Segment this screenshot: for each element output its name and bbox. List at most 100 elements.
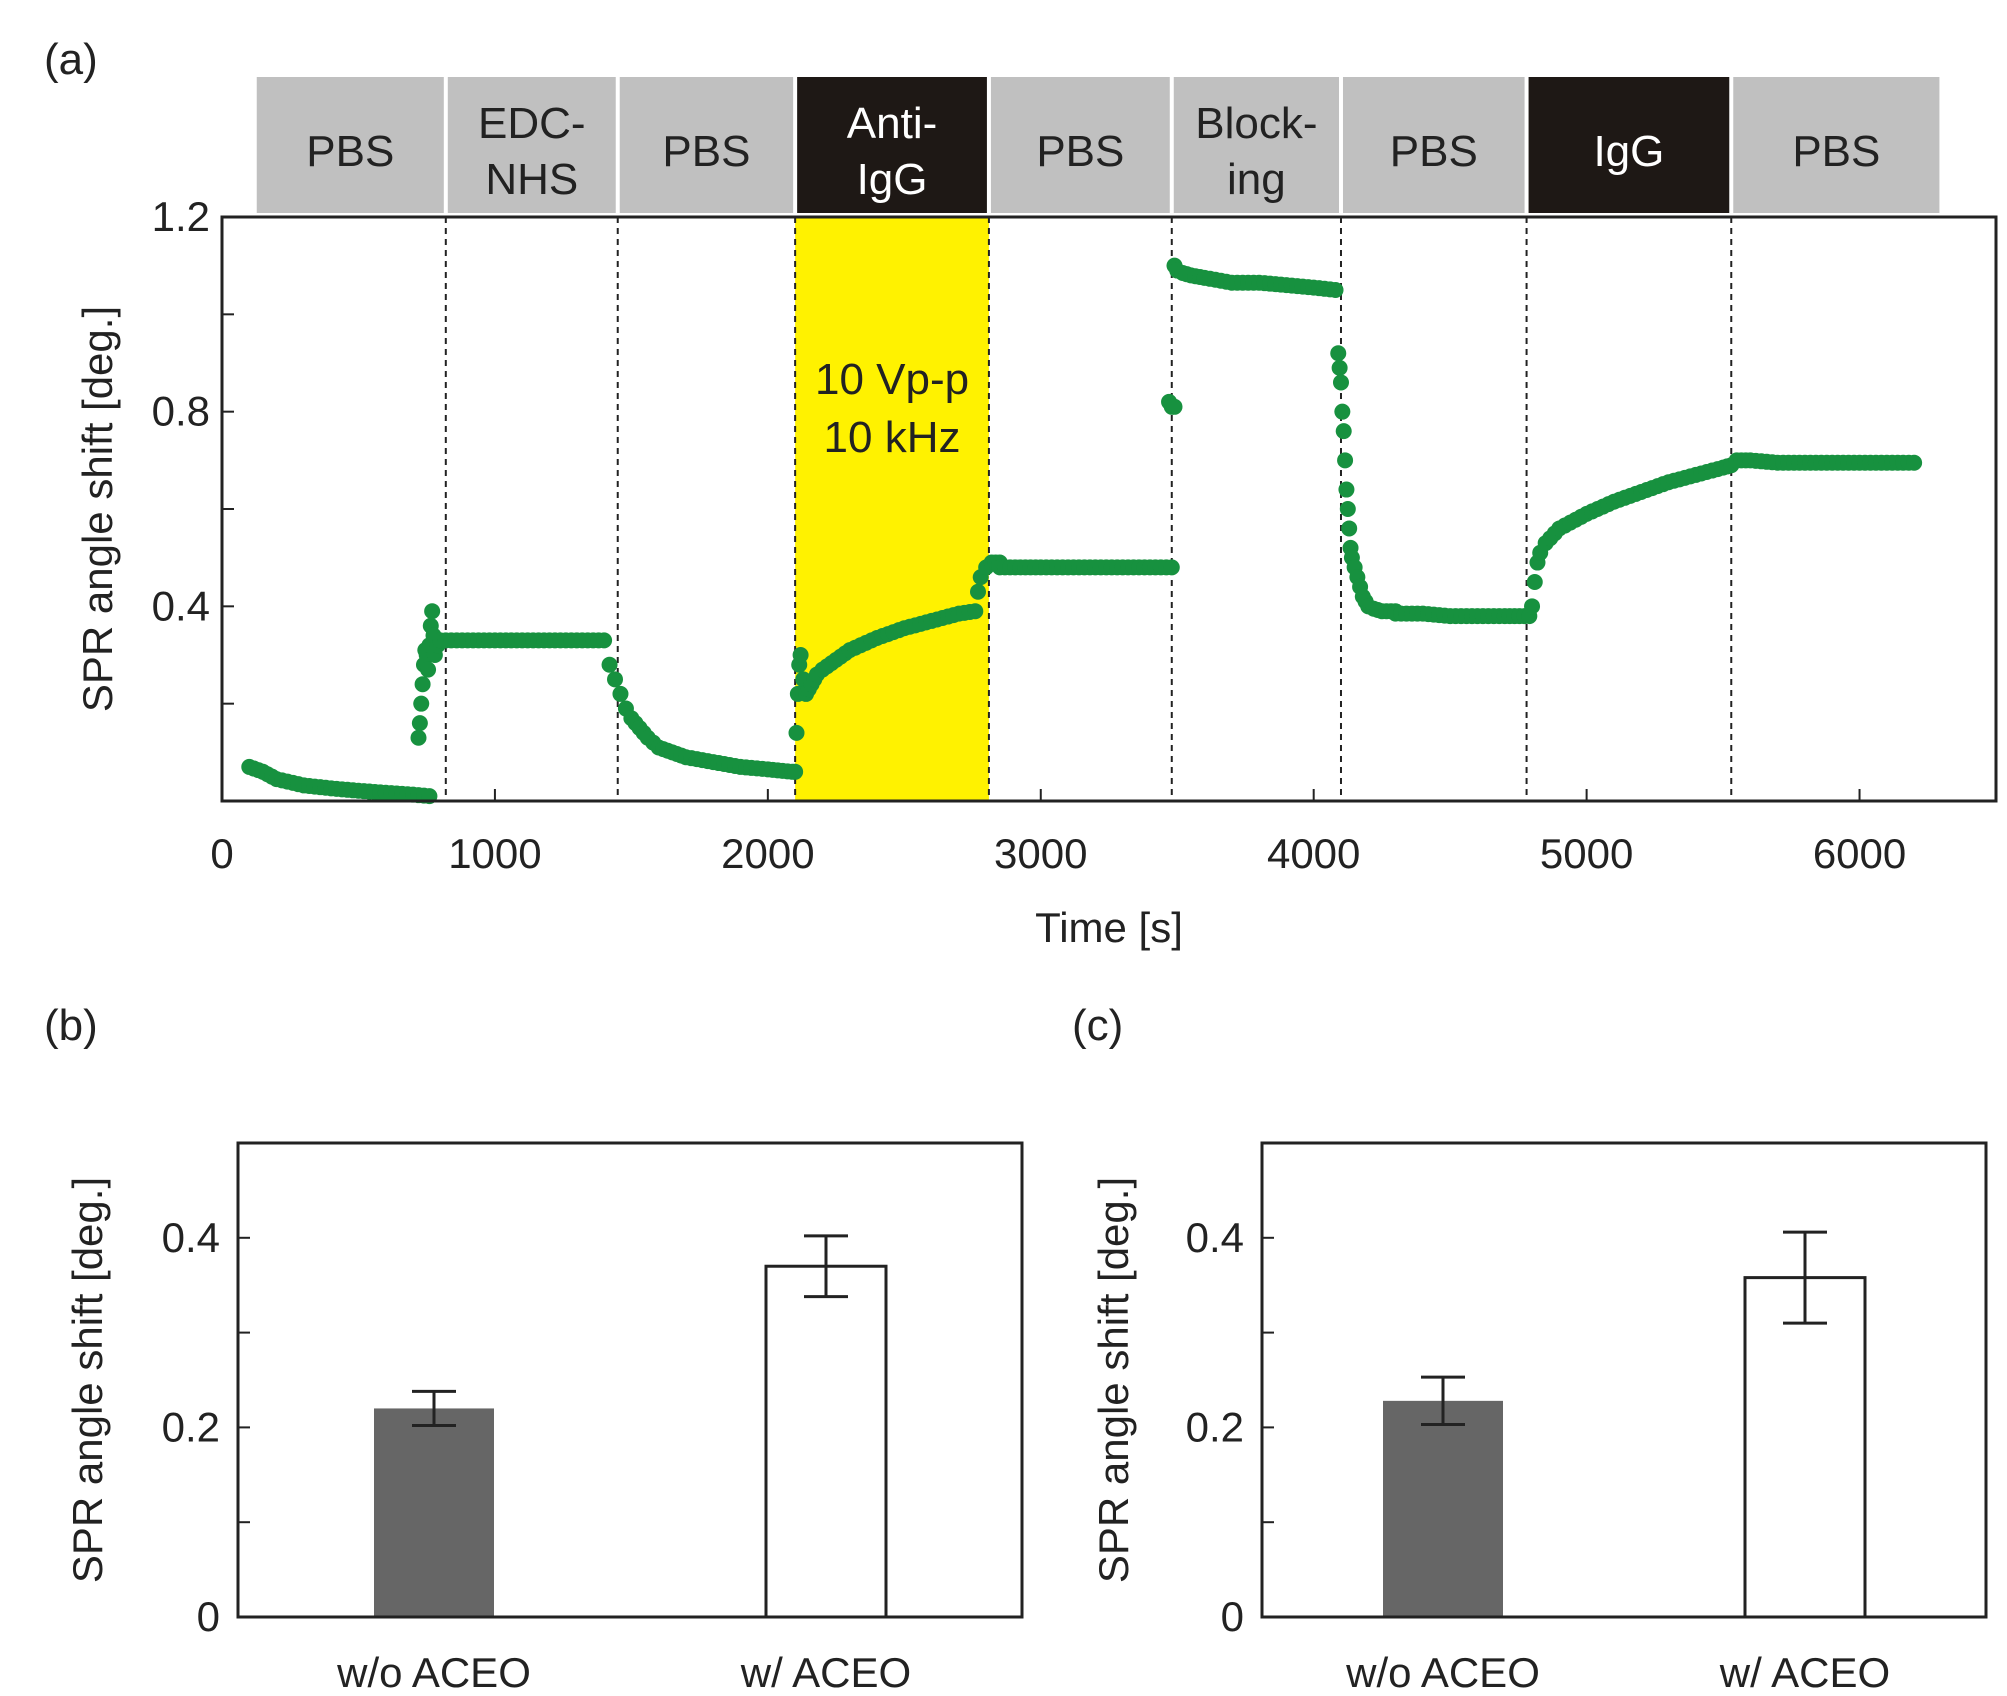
x-axis-title: Time [s]	[1035, 904, 1183, 951]
panel-b-label: (b)	[44, 1001, 98, 1050]
phase-block-5	[1173, 77, 1339, 213]
data-point-238	[1338, 481, 1355, 498]
y-tick-label-0: 0	[197, 1593, 220, 1640]
phase-label-3-1: IgG	[857, 155, 928, 204]
panel-c: (c) 0 0.2 0.4 w/o ACEO w/ ACEO SPR angle sh…	[1072, 1001, 1988, 1696]
phase-label-4-0: PBS	[1036, 127, 1124, 176]
x-tick-label-2: 2000	[721, 830, 814, 877]
x-category-label-0: w/o ACEO	[336, 1649, 531, 1696]
phase-label-2-0: PBS	[662, 127, 750, 176]
highlight-label-0: 10 Vp-p	[815, 355, 969, 404]
phase-block-3	[797, 77, 987, 213]
phase-block-4	[990, 77, 1170, 213]
bars	[374, 1234, 888, 1619]
data-point-233	[1331, 359, 1348, 376]
phase-bar: PBS EDC- NHS PBS Anti- IgG PBS Block-ing PBS IgG P…	[256, 77, 1940, 213]
data-point-157	[967, 603, 984, 620]
data-point-196	[1163, 559, 1180, 576]
y-tick-label-3: 0.8	[152, 388, 210, 435]
data-point-38	[414, 676, 431, 693]
panel-a: (a) PBS EDC- NHS PBS Anti- IgG PBS Block-ing PBS…	[44, 35, 1998, 951]
bar-0	[1383, 1400, 1503, 1617]
y-axis-ticks: 0 0.2 0.4	[1186, 1214, 1274, 1640]
data-point-237	[1337, 452, 1354, 469]
y-tick-label-5: 1.2	[152, 193, 210, 240]
phase-label-6-0: PBS	[1390, 127, 1478, 176]
x-category-label-1: w/ ACEO	[1719, 1649, 1890, 1696]
y-axis-title: SPR angle shift [deg.]	[1090, 1177, 1137, 1583]
highlight-region	[795, 217, 989, 801]
phase-label-3-0: Anti-	[847, 99, 937, 148]
phase-block-0	[256, 77, 444, 213]
phase-label-5-1: ing	[1227, 155, 1286, 204]
y-axis-title: SPR angle shift [deg.]	[64, 1177, 111, 1583]
y-tick-label-2: 0.2	[162, 1403, 220, 1450]
phase-label-8-0: PBS	[1792, 127, 1880, 176]
x-tick-label-1: 1000	[448, 830, 541, 877]
data-point-232	[1330, 345, 1347, 362]
bar-1	[764, 1264, 888, 1619]
bar-1	[1743, 1276, 1867, 1619]
highlight-label-1: 10 kHz	[824, 413, 961, 462]
panel-a-label: (a)	[44, 35, 98, 84]
panel-b: (b) 0 0.2 0.4 w/o ACEO w/ ACEO SPR angle sh…	[44, 1001, 1024, 1696]
phase-block-2	[619, 77, 794, 213]
data-point-236	[1335, 423, 1352, 440]
phase-dividers	[444, 217, 1733, 801]
data-point-239	[1339, 501, 1356, 517]
bars	[1383, 1230, 1867, 1619]
x-tick-label-4: 4000	[1267, 830, 1360, 877]
bar-0	[374, 1408, 494, 1617]
y-tick-label-0: 0	[1221, 1593, 1244, 1640]
y-tick-label-4: 0.4	[162, 1214, 220, 1261]
x-tick-label-5: 5000	[1540, 830, 1633, 877]
data-point-199	[1166, 398, 1183, 415]
phase-label-1-1: NHS	[485, 155, 578, 204]
data-point-281	[1524, 598, 1541, 615]
x-axis-labels: w/o ACEO w/ ACEO	[1345, 1649, 1890, 1696]
x-tick-label-3: 3000	[994, 830, 1087, 877]
x-axis-labels: w/o ACEO w/ ACEO	[336, 1649, 911, 1696]
phase-block-1	[447, 77, 616, 213]
y-tick-label-4: 0.4	[1186, 1214, 1244, 1261]
y-tick-label-1: 0.4	[152, 582, 210, 629]
phase-label-1-0: EDC-	[478, 99, 586, 148]
data-point-80	[601, 656, 618, 673]
phase-label-7-0: IgG	[1593, 127, 1664, 176]
data-point-117	[787, 763, 804, 780]
x-tick-label-6: 6000	[1813, 830, 1906, 877]
phase-block-8	[1733, 77, 1940, 213]
data-point-354	[1906, 454, 1923, 471]
x-axis-ticks: 0 1000 2000 3000 4000 5000 6000	[210, 789, 1906, 877]
data-point-45	[424, 603, 441, 620]
data-point-121	[792, 647, 809, 663]
voltage-highlight: 10 Vp-p 10 kHz	[795, 217, 989, 801]
plot-frame	[236, 1141, 1024, 1619]
y-axis-ticks: 0 0.2 0.4	[162, 1214, 250, 1640]
data-point-79	[596, 632, 613, 649]
plot-frame	[220, 215, 1998, 803]
data-point-234	[1332, 374, 1349, 391]
y-axis-title: SPR angle shift [deg.]	[74, 306, 121, 712]
data-point-158	[969, 583, 986, 600]
data-point-235	[1334, 403, 1351, 420]
data-point-42	[420, 661, 437, 678]
data-point-36	[411, 715, 428, 732]
x-category-label-1: w/ ACEO	[740, 1649, 911, 1696]
y-tick-label-2: 0.2	[1186, 1403, 1244, 1450]
data-point-82	[612, 685, 629, 702]
data-point-37	[413, 695, 430, 712]
data-point-240	[1341, 520, 1358, 537]
phase-label-5-0: Block-	[1195, 99, 1317, 148]
data-point-282	[1526, 574, 1543, 590]
data-point-231	[1327, 282, 1344, 298]
y-axis-ticks: 0.4 0.8 1.2	[152, 193, 234, 705]
phase-block-6	[1342, 77, 1525, 213]
series-points	[241, 257, 1923, 805]
data-point-118	[788, 724, 805, 741]
phase-block-7	[1528, 77, 1730, 213]
data-point-81	[607, 671, 624, 688]
plot-frame	[1260, 1141, 1988, 1619]
x-category-label-0: w/o ACEO	[1345, 1649, 1540, 1696]
